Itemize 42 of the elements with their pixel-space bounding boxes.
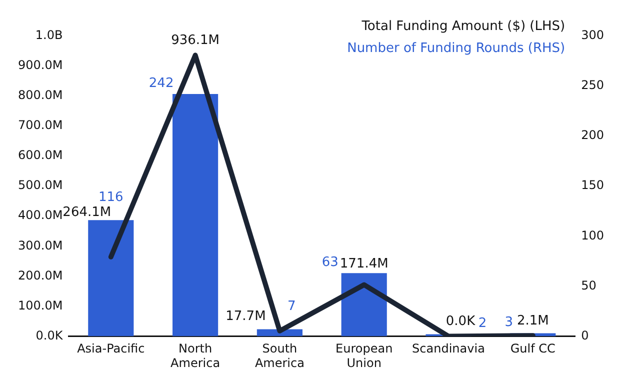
x-tick-label: European Union: [336, 342, 393, 370]
data-label: 3: [504, 315, 514, 330]
bar: [256, 329, 302, 336]
bar: [172, 94, 218, 336]
data-label: 936.1M: [171, 33, 220, 48]
y-tick-label: 100.0M: [18, 298, 63, 312]
x-tick-label: Gulf CC: [510, 342, 556, 356]
text: Number of Funding Rounds (RHS): [347, 40, 566, 56]
y2-tick-label: 0: [581, 328, 589, 342]
data-label: 17.7M: [226, 308, 266, 324]
y-tick-label: 900.0M: [18, 58, 63, 72]
y2-tick-label: 100: [581, 228, 604, 242]
data-label: 0.0K: [446, 314, 476, 330]
data-label: 2.1M: [516, 313, 549, 328]
y2-tick-label: 50: [581, 278, 596, 292]
y-tick-label: 500.0M: [18, 178, 63, 192]
y2-tick-label: 250: [581, 78, 604, 92]
bar: [341, 273, 387, 336]
y2-tick-label: 200: [581, 128, 604, 142]
data-label: 7: [288, 299, 296, 314]
data-label: 2: [478, 316, 487, 332]
x-tick-label: Scandinavia: [412, 342, 485, 356]
y-tick-label: 800.0M: [18, 88, 63, 102]
y-tick-label: 300.0M: [18, 238, 63, 252]
y-tick-label: 700.0M: [18, 118, 63, 132]
y2-tick-label: 300: [581, 28, 604, 42]
bar: [88, 220, 134, 336]
y-tick-label: 200.0M: [18, 268, 63, 282]
y-tick-label: 1.0B: [35, 28, 63, 42]
y-tick-label: 600.0M: [18, 148, 63, 162]
data-label: 63: [322, 255, 338, 270]
x-tick-label: North America: [170, 342, 220, 370]
y-tick-label: 400.0M: [18, 208, 63, 222]
text: Total Funding Amount ($) (LHS): [360, 18, 566, 34]
data-label: 264.1M: [62, 204, 112, 220]
data-label: 171.4M: [340, 256, 388, 272]
data-label: 116: [98, 190, 124, 205]
x-tick-label: Asia-Pacific: [77, 342, 145, 356]
y2-tick-label: 150: [581, 178, 604, 192]
y-tick-label: 0.0K: [36, 328, 64, 342]
x-tick-label: South America: [254, 342, 304, 370]
data-label: 242: [148, 76, 174, 91]
